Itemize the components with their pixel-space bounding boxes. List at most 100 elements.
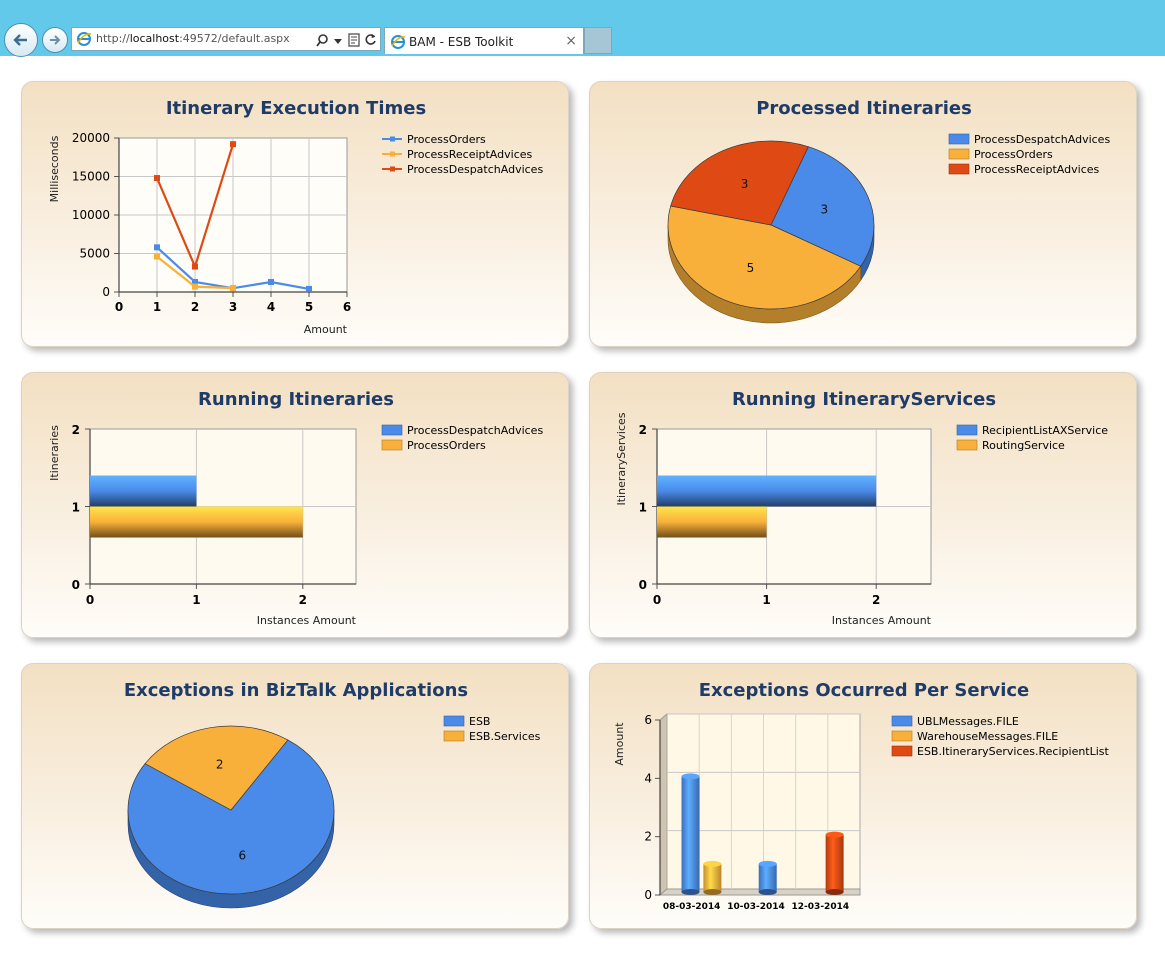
x-axis-label: Amount [304,323,348,336]
column-chart: Exceptions Occurred Per Service Amount 0… [613,680,1110,912]
x-tick-label: 2 [191,300,199,314]
legend-label: UBLMessages.FILE [917,715,1019,728]
legend-label: ProcessDespatchAdvices [407,424,543,437]
dropdown-icon[interactable] [334,37,342,45]
y-tick-label: 10000 [72,208,110,222]
x-tick-label: 0 [653,593,661,607]
chart-title: Exceptions Occurred Per Service [699,680,1030,701]
pie-chart: Exceptions in BizTalk Applications 6 2 ESB… [124,680,541,909]
data-point [306,285,312,292]
y-tick-label: 2 [639,423,647,437]
pie-slice [144,725,289,811]
column-body [703,863,722,892]
pie-slice [770,146,875,267]
legend-swatch [948,133,970,145]
y-tick-label: 0 [644,888,652,902]
data-point [154,253,160,260]
data-point [192,263,198,270]
tab-title: BAM - ESB Toolkit [409,35,514,49]
legend-label: ProcessDespatchAdvices [407,163,543,176]
slice-label: 6 [238,848,246,862]
x-tick-label: 1 [153,300,161,314]
legend-marker [390,136,395,142]
column-base [758,889,777,895]
ie-page-icon [77,32,92,46]
data-point [154,175,160,182]
bar-chart: Running ItineraryServices ItineraryServi… [615,389,1108,627]
slice-label: 3 [741,177,749,191]
forward-arrow-icon [50,35,61,45]
chart-title: Processed Itineraries [756,98,972,119]
legend-swatch [891,745,913,757]
refresh-icon[interactable] [364,33,377,46]
y-tick-label: 2 [644,830,652,844]
column-body [825,834,844,892]
legend-label: WarehouseMessages.FILE [917,730,1058,743]
x-tick-label: 0 [86,593,94,607]
panel-exceptions-per-service: Exceptions Occurred Per Service Amount 0… [589,663,1137,929]
legend-swatch [956,439,978,451]
data-point [230,141,236,148]
y-tick-label: 0 [102,285,110,299]
close-icon[interactable]: × [565,33,577,49]
y-tick-label: 4 [644,771,652,785]
legend-swatch [443,730,465,742]
pie-slice [127,739,335,895]
column-base [825,889,844,895]
legend-swatch [948,148,970,160]
x-tick-label: 2 [872,593,880,607]
panel-itinerary-execution-times: Itinerary Execution Times Milliseconds A… [21,81,569,347]
url-prefix: http:// [96,32,130,45]
x-tick-label: 2 [299,593,307,607]
slice-label: 3 [821,202,829,216]
pie-chart: Processed Itineraries 3 5 3 ProcessDespatch… [667,98,1110,324]
column-base [703,889,722,895]
data-point [192,283,198,290]
search-icon[interactable] [315,33,329,47]
url-text: http://localhost:49572/default.aspx [96,32,290,45]
y-tick-label: 15000 [72,170,110,184]
pie-slice [667,205,862,310]
column-body [681,776,700,892]
x-tick-label: 5 [305,300,313,314]
bar-chart: Running Itineraries Itineraries Instance… [48,389,543,627]
x-tick-label: 1 [762,593,770,607]
panel-running-itinerary-services: Running ItineraryServices ItineraryServi… [589,372,1137,638]
panel-running-itineraries: Running Itineraries Itineraries Instance… [21,372,569,638]
legend-label: ProcessOrders [974,148,1053,161]
legend-swatch [891,715,913,727]
bar [657,475,877,507]
chart-title: Running ItineraryServices [732,389,996,410]
x-tick-label: 10-03-2014 [727,902,785,912]
compatibility-icon[interactable] [348,33,360,47]
x-tick-label: 6 [343,300,351,314]
address-bar[interactable]: http://localhost:49572/default.aspx [71,27,381,51]
forward-button[interactable] [42,27,68,53]
legend-swatch [381,439,403,451]
bar [657,506,767,538]
legend-swatch [381,424,403,436]
legend-label: ESB [469,715,490,728]
y-axis-label: Amount [613,722,626,766]
back-button[interactable] [4,23,38,57]
line-chart: Itinerary Execution Times Milliseconds A… [48,98,543,336]
y-tick-label: 0 [72,578,80,592]
y-tick-label: 1 [72,501,80,515]
pie-slice [670,140,809,226]
column-top [681,773,700,780]
column-top [703,860,722,867]
legend-label: ProcessOrders [407,133,486,146]
y-axis-label: Itineraries [48,425,61,481]
back-arrow-icon [13,34,27,46]
new-tab-button[interactable] [584,27,612,54]
legend-label: ProcessReceiptAdvices [407,148,533,161]
panel-processed-itineraries: Processed Itineraries 3 5 3 ProcessDespatch… [589,81,1137,347]
url-path: :49572/default.aspx [179,32,290,45]
legend-label: ESB.Services [469,730,541,743]
y-tick-label: 1 [639,501,647,515]
slice-label: 5 [747,261,755,275]
y-axis-label: ItineraryServices [615,412,628,505]
tab-bam-esb-toolkit[interactable]: BAM - ESB Toolkit × [384,27,584,54]
url-host: localhost [129,32,180,45]
legend-label: ProcessOrders [407,439,486,452]
